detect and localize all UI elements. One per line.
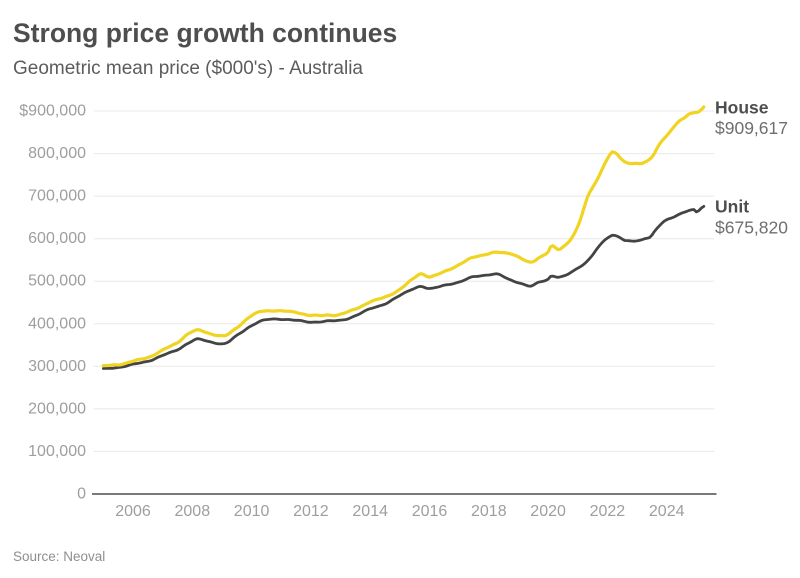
- svg-text:2020: 2020: [530, 503, 566, 520]
- svg-text:0: 0: [77, 486, 86, 503]
- svg-text:700,000: 700,000: [28, 188, 86, 205]
- svg-text:2012: 2012: [293, 503, 329, 520]
- svg-text:2008: 2008: [175, 503, 211, 520]
- svg-text:2022: 2022: [590, 503, 626, 520]
- svg-text:$900,000: $900,000: [19, 103, 86, 120]
- svg-text:600,000: 600,000: [28, 230, 86, 247]
- svg-text:2016: 2016: [412, 503, 448, 520]
- svg-text:House: House: [715, 98, 769, 118]
- svg-text:300,000: 300,000: [28, 358, 86, 375]
- svg-text:Unit: Unit: [715, 197, 749, 217]
- svg-text:2024: 2024: [649, 503, 685, 520]
- svg-text:100,000: 100,000: [28, 443, 86, 460]
- svg-text:800,000: 800,000: [28, 145, 86, 162]
- svg-text:2006: 2006: [115, 503, 151, 520]
- svg-text:200,000: 200,000: [28, 400, 86, 417]
- svg-text:2014: 2014: [352, 503, 388, 520]
- svg-text:$675,820: $675,820: [715, 218, 788, 238]
- svg-text:500,000: 500,000: [28, 273, 86, 290]
- svg-text:400,000: 400,000: [28, 315, 86, 332]
- svg-text:2018: 2018: [471, 503, 507, 520]
- svg-text:$909,617: $909,617: [715, 118, 788, 138]
- svg-text:2010: 2010: [234, 503, 270, 520]
